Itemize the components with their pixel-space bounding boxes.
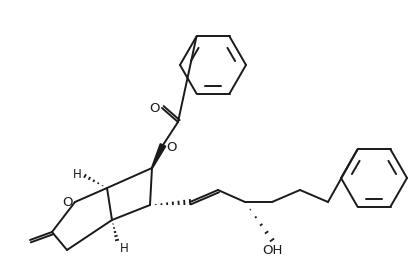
Text: H: H [120, 242, 129, 254]
Text: O: O [149, 101, 159, 115]
Text: H: H [73, 168, 82, 180]
Text: O: O [62, 195, 72, 208]
Text: O: O [166, 140, 176, 153]
Text: OH: OH [262, 244, 282, 257]
Polygon shape [151, 144, 166, 168]
